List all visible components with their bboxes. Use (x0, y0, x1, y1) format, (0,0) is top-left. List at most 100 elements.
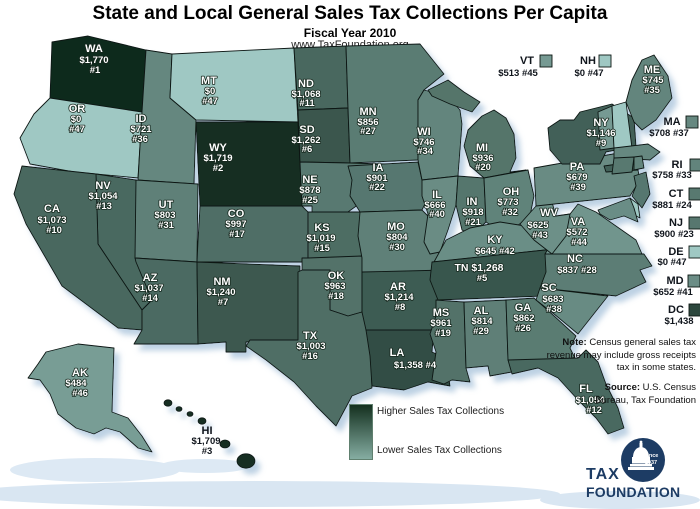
logo-tax-text: TAX (586, 466, 620, 483)
source-line2: Bureau, Tax Foundation (595, 394, 696, 406)
state-CA[interactable] (13, 165, 143, 331)
state-label-CA: $1,073 (37, 215, 66, 226)
note-prefix: Note: (562, 337, 587, 348)
state-TX[interactable] (245, 269, 373, 427)
state-label-HI: $1,709 (191, 436, 220, 447)
state-label-GA: GA (515, 302, 532, 314)
state-label-TX: #16 (302, 351, 318, 362)
legend-high-label: Higher Sales Tax Collections (377, 406, 505, 417)
legend-swatch-DE (688, 245, 700, 259)
source-text: Source: U.S. Census Bureau, Tax Foundati… (476, 382, 696, 407)
state-SC[interactable] (535, 287, 609, 335)
state-label-KY: KY (487, 234, 503, 246)
badge-since-text: Since (644, 453, 659, 459)
state-label-WV: $625 (527, 220, 549, 231)
state-label-AK: $484 (65, 378, 87, 389)
state-HI[interactable] (186, 411, 194, 417)
state-HI[interactable] (219, 439, 231, 449)
state-label-CT: $881 #24 (652, 200, 692, 211)
state-label-WI: $746 (413, 137, 434, 148)
state-label-LA: LA (390, 347, 405, 359)
state-MD[interactable] (597, 197, 639, 223)
state-MI[interactable] (463, 109, 527, 179)
state-AK[interactable] (27, 343, 153, 453)
state-label-SD: SD (299, 124, 314, 136)
state-label-SD: $1,262 (291, 135, 320, 146)
state-label-SC: SC (541, 282, 556, 294)
state-label-NV: $1,054 (88, 191, 118, 202)
state-MI[interactable] (427, 79, 481, 113)
state-label-IA: $901 (366, 173, 388, 184)
state-label-MA: $708 #37 (649, 128, 689, 139)
state-label-KS: $1,019 (306, 233, 335, 244)
state-label-HI: #3 (202, 446, 213, 457)
state-label-MT: MT (201, 75, 217, 87)
state-label-LA: $1,358 #4 (394, 360, 437, 371)
state-label-CO: CO (228, 208, 245, 220)
state-label-WA: WA (85, 43, 103, 55)
state-label-IA: IA (373, 162, 384, 174)
state-label-DC: DC (668, 304, 684, 316)
state-ME[interactable] (625, 54, 673, 131)
state-label-AR: $1,214 (384, 292, 414, 303)
ocean-decoration (0, 458, 700, 509)
state-label-NE: NE (302, 174, 317, 186)
logo-foundation-text: FOUNDATION (586, 484, 681, 500)
state-HI[interactable] (197, 417, 207, 425)
legend-swatch-NH (598, 54, 612, 68)
state-CT[interactable] (611, 156, 635, 175)
state-label-OK: $963 (324, 281, 345, 292)
state-label-WI: #34 (417, 146, 434, 157)
page-title: State and Local General Sales Tax Collec… (92, 3, 608, 24)
source-line1: U.S. Census (642, 382, 696, 393)
state-HI[interactable] (236, 453, 256, 469)
state-HI[interactable] (175, 406, 183, 412)
state-label-UT: UT (159, 199, 174, 211)
state-label-CT: CT (669, 188, 684, 200)
state-label-NY: $1,146 (586, 128, 615, 139)
legend-low-label: Lower Sales Tax Collections (377, 445, 502, 456)
legend-swatch-MD (687, 274, 700, 288)
page-subtitle: Fiscal Year 2010 (303, 26, 397, 40)
state-FL[interactable] (507, 349, 625, 435)
state-label-GA: #26 (515, 323, 531, 334)
state-label-VT: $513 #45 (498, 68, 538, 79)
state-label-SC: #38 (546, 304, 562, 315)
state-label-WY: $1,719 (203, 153, 232, 164)
state-NJ[interactable] (631, 171, 651, 209)
state-label-TN: #5 (477, 273, 488, 284)
state-MA[interactable] (613, 143, 661, 161)
state-label-VA: #44 (571, 237, 588, 248)
legend-swatch-NJ (688, 216, 700, 230)
state-label-NJ: $900 #23 (654, 229, 694, 240)
state-IA[interactable] (347, 161, 429, 213)
state-label-NM: NM (213, 276, 230, 288)
state-HI[interactable] (163, 399, 173, 407)
state-label-WA: #1 (90, 65, 101, 76)
state-label-NM: $1,240 (206, 287, 235, 298)
state-MT[interactable] (169, 47, 299, 123)
state-label-MN: MN (359, 106, 376, 118)
state-RI[interactable] (633, 155, 645, 171)
legend-swatch-RI (689, 158, 700, 172)
state-label-SD: #6 (302, 144, 313, 155)
state-label-AZ: AZ (143, 272, 158, 284)
state-label-DE: DE (668, 246, 683, 258)
state-label-ID: ID (136, 113, 147, 125)
state-label-OR: $0 (71, 114, 82, 125)
state-label-IN: #21 (465, 217, 482, 228)
state-label-NY: NY (593, 117, 609, 129)
state-label-AZ: #14 (142, 293, 159, 304)
state-NM[interactable] (196, 261, 301, 353)
source-prefix: Source: (604, 382, 641, 393)
state-label-VT: VT (520, 55, 534, 67)
state-CO[interactable] (196, 205, 309, 263)
state-label-SC: $683 (542, 294, 563, 305)
state-label-IL: IL (432, 189, 442, 201)
state-label-OK: OK (328, 270, 345, 282)
state-label-OH: #32 (502, 207, 518, 218)
state-NC[interactable] (539, 253, 653, 297)
state-label-MO: MO (387, 221, 405, 233)
state-label-WV: #43 (532, 230, 548, 241)
state-label-OR: OR (69, 103, 86, 115)
